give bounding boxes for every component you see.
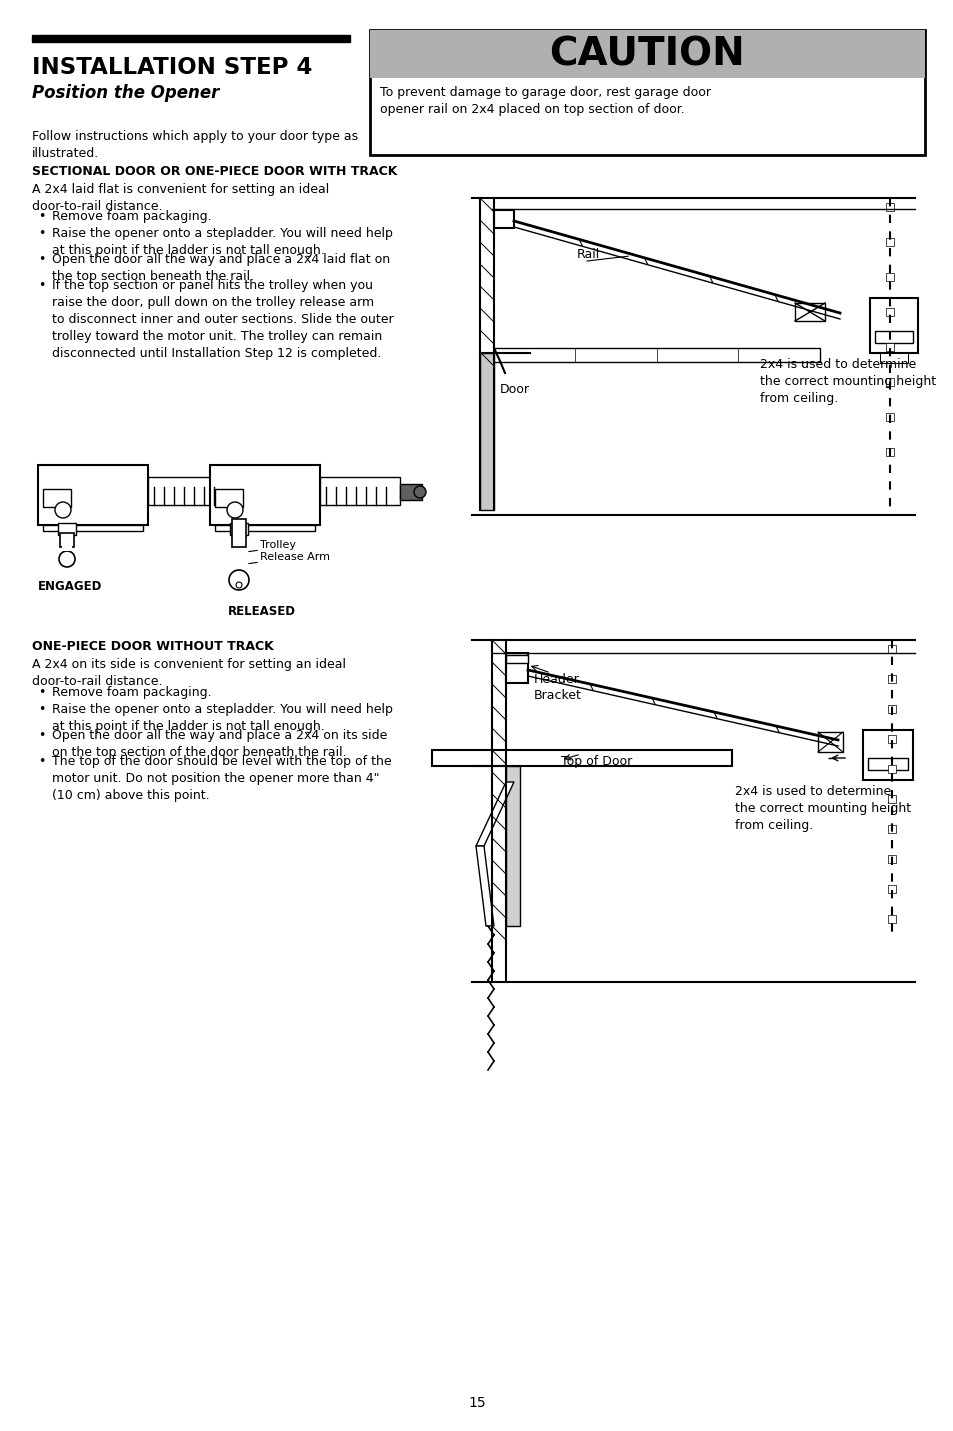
Bar — [228, 484, 250, 499]
Text: •: • — [38, 228, 46, 240]
Bar — [43, 489, 71, 507]
Text: Raise the opener onto a stepladder. You will need help
at this point if the ladd: Raise the opener onto a stepladder. You … — [52, 703, 393, 733]
Circle shape — [414, 487, 426, 498]
Bar — [887, 766, 895, 773]
Bar — [479, 353, 494, 509]
Polygon shape — [476, 781, 514, 846]
Bar — [867, 758, 907, 770]
Bar — [399, 484, 421, 499]
Text: ONE-PIECE DOOR WITHOUT TRACK: ONE-PIECE DOOR WITHOUT TRACK — [32, 640, 274, 653]
Bar — [505, 766, 519, 926]
Bar — [43, 525, 143, 531]
Text: Follow instructions which apply to your door type as
illustrated.: Follow instructions which apply to your … — [32, 130, 357, 160]
Bar — [494, 210, 514, 228]
Bar — [887, 796, 895, 803]
Text: ENGAGED: ENGAGED — [38, 580, 102, 592]
Circle shape — [59, 551, 75, 567]
Text: Remove foam packaging.: Remove foam packaging. — [52, 210, 212, 223]
Bar — [370, 30, 924, 155]
Bar — [32, 34, 350, 41]
Bar — [794, 303, 824, 321]
Text: •: • — [38, 210, 46, 223]
Bar — [874, 331, 912, 343]
Text: INSTALLATION STEP 4: INSTALLATION STEP 4 — [32, 56, 312, 79]
Bar — [885, 378, 893, 386]
Bar — [432, 750, 731, 766]
Bar — [887, 705, 895, 713]
Text: A 2x4 laid flat is convenient for setting an ideal
door-to-rail distance.: A 2x4 laid flat is convenient for settin… — [32, 183, 329, 213]
Bar — [885, 448, 893, 456]
Bar — [885, 273, 893, 280]
Text: CAUTION: CAUTION — [549, 34, 744, 73]
Text: •: • — [38, 253, 46, 266]
Text: •: • — [38, 703, 46, 716]
Bar — [885, 238, 893, 246]
Text: •: • — [38, 728, 46, 743]
Bar — [494, 348, 820, 362]
Bar — [862, 730, 912, 780]
Text: Remove foam packaging.: Remove foam packaging. — [52, 685, 212, 698]
Text: RELEASED: RELEASED — [228, 605, 295, 618]
Bar — [214, 525, 314, 531]
Bar — [505, 655, 527, 663]
Circle shape — [242, 487, 253, 498]
Text: Open the door all the way and place a 2x4 laid flat on
the top section beneath t: Open the door all the way and place a 2x… — [52, 253, 390, 283]
Text: Top of Door: Top of Door — [560, 756, 632, 768]
Circle shape — [55, 502, 71, 518]
Bar — [233, 554, 244, 567]
Bar — [62, 542, 71, 551]
Bar — [60, 532, 74, 547]
Text: •: • — [38, 685, 46, 698]
Text: Release Arm: Release Arm — [260, 552, 330, 562]
Text: A 2x4 on its side is convenient for setting an ideal
door-to-rail distance.: A 2x4 on its side is convenient for sett… — [32, 658, 346, 688]
Bar — [370, 30, 924, 79]
Bar — [885, 414, 893, 421]
Bar — [505, 653, 527, 683]
Bar — [817, 733, 842, 753]
Bar — [214, 489, 243, 507]
Text: Door: Door — [499, 384, 530, 396]
Bar — [319, 477, 399, 505]
Text: SECTIONAL DOOR OR ONE-PIECE DOOR WITH TRACK: SECTIONAL DOOR OR ONE-PIECE DOOR WITH TR… — [32, 165, 397, 177]
Text: The top of the door should be level with the top of the
motor unit. Do not posit: The top of the door should be level with… — [52, 756, 392, 801]
Text: If the top section or panel hits the trolley when you
raise the door, pull down : If the top section or panel hits the tro… — [52, 279, 394, 361]
Bar — [885, 203, 893, 210]
Text: Rail: Rail — [577, 248, 599, 260]
Bar — [869, 298, 917, 353]
Bar — [887, 854, 895, 863]
Text: Raise the opener onto a stepladder. You will need help
at this point if the ladd: Raise the opener onto a stepladder. You … — [52, 228, 393, 258]
Bar — [887, 675, 895, 683]
Text: •: • — [38, 756, 46, 768]
Bar — [887, 914, 895, 923]
Text: 15: 15 — [468, 1397, 485, 1410]
Text: Open the door all the way and place a 2x4 on its side
on the top section of the : Open the door all the way and place a 2x… — [52, 728, 387, 758]
Bar — [148, 477, 228, 505]
Text: 2x4 is used to determine
the correct mounting height
from ceiling.: 2x4 is used to determine the correct mou… — [760, 358, 935, 405]
Bar — [879, 353, 907, 363]
Text: Trolley: Trolley — [260, 539, 295, 550]
Text: •: • — [38, 279, 46, 292]
Text: Position the Opener: Position the Opener — [32, 84, 219, 102]
Circle shape — [229, 570, 249, 590]
Bar — [58, 522, 76, 535]
Text: To prevent damage to garage door, rest garage door
opener rail on 2x4 placed on : To prevent damage to garage door, rest g… — [379, 86, 710, 116]
Bar — [887, 645, 895, 653]
Circle shape — [227, 502, 243, 518]
Text: 2x4 is used to determine
the correct mounting height
from ceiling.: 2x4 is used to determine the correct mou… — [734, 786, 910, 831]
Circle shape — [235, 582, 242, 588]
Bar — [885, 308, 893, 316]
Bar — [887, 826, 895, 833]
Bar — [230, 522, 248, 535]
Bar — [885, 343, 893, 351]
Bar — [887, 736, 895, 743]
Text: Header
Bracket: Header Bracket — [534, 673, 581, 703]
Bar — [232, 519, 246, 547]
Bar — [38, 465, 148, 525]
Bar — [887, 884, 895, 893]
Polygon shape — [476, 846, 494, 926]
Bar — [210, 465, 319, 525]
